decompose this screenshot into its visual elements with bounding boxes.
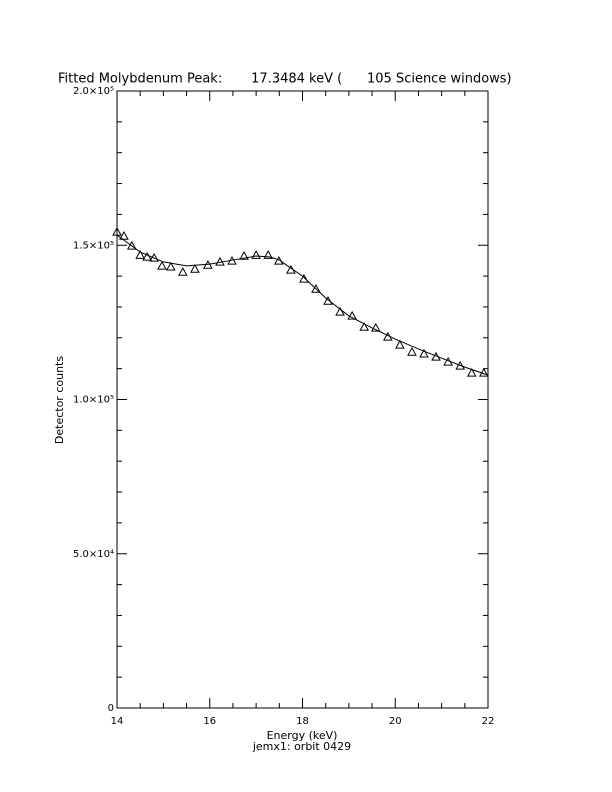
data-point [395,339,405,349]
footer: jemx1: orbit 0429 [252,740,351,753]
data-point [370,322,381,332]
x-axis-label: Energy (keV) [267,729,338,742]
data-point [455,360,466,370]
y-tick-label: 1.0×10⁵ [73,395,114,406]
x-tick-label: 22 [482,716,495,727]
data-point [126,240,137,250]
y-tick-label: 1.5×10⁵ [73,240,114,251]
data-point [466,367,477,377]
data-point [323,296,333,305]
data-point [135,250,146,259]
data-point [299,273,309,283]
data-point [335,306,345,316]
y-tick-label: 0 [108,703,114,714]
data-point [251,250,261,259]
fit-line [116,234,489,376]
data-point [407,346,417,356]
x-tick-label: 20 [389,716,402,727]
data-point [157,260,167,270]
data-point [190,263,200,273]
data-point [119,230,129,240]
data-point [419,348,429,358]
data-point [359,321,370,331]
x-tick-label: 16 [203,716,216,727]
data-point [347,310,357,320]
data-point [178,267,188,276]
data-point [239,251,249,260]
x-tick-label: 14 [111,716,124,727]
x-tick-label: 18 [296,716,309,727]
data-point [142,251,152,261]
chart-title: Fitted Molybdenum Peak: 17.3484 keV ( 10… [58,72,512,87]
data-point [165,261,176,271]
y-tick-label: 5.0×10⁴ [73,549,114,560]
data-point [311,284,321,293]
y-tick-label: 2.0×10⁵ [73,86,114,97]
y-axis-label: Detector counts [53,356,66,444]
data-point [263,250,274,259]
